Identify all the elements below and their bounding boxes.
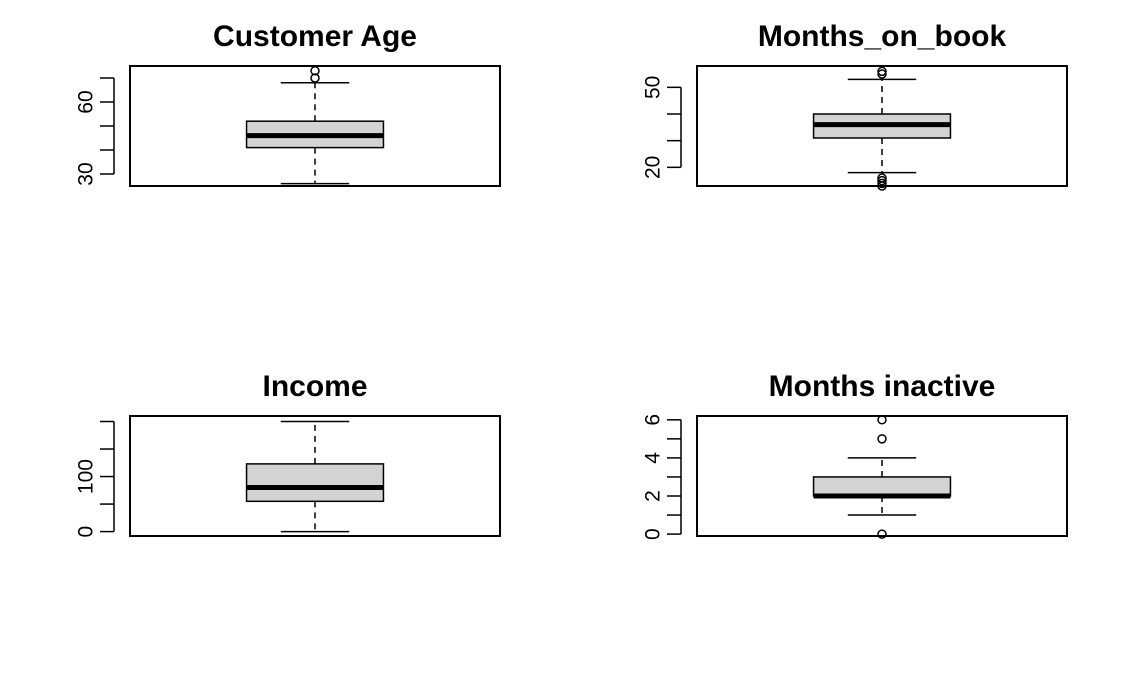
y-tick-label: 60 [75,90,98,113]
outlier-point [877,175,887,186]
outlier-point [877,66,887,77]
outlier-point [877,529,887,539]
outlier-point [310,73,320,83]
panel-title: Months_on_book [758,20,1007,53]
boxplot-panel-1: Customer Age 30 60 [75,20,501,187]
y-tick-label: 100 [75,459,98,494]
outlier-point [877,178,887,189]
plot-frame [129,65,501,187]
y-tick-label: 50 [642,76,665,99]
y-tick-label: 0 [75,526,98,538]
plot-frame [696,65,1068,187]
panel-title: Customer Age [213,20,417,53]
outlier-point [877,173,887,183]
iqr-box [812,476,952,497]
plot-frame [129,415,501,537]
y-tick-label: 20 [642,156,665,179]
outlier-point [877,69,887,79]
y-tick-label: 2 [642,490,665,502]
boxplot-panel-2: Months_on_book 20 50 [642,20,1068,191]
y-tick-label: 6 [642,414,665,426]
y-tick-label: 0 [642,528,665,540]
outlier-point [877,415,887,425]
outlier-point [877,434,887,444]
panel-title: Months inactive [769,370,996,403]
boxplot-panel-4: Months inactive 0 2 4 6 [642,370,1068,540]
boxplot-panel-3: Income 0 100 [75,370,501,537]
iqr-box [245,463,385,503]
y-tick-label: 4 [642,452,665,464]
y-tick-label: 30 [75,162,98,185]
outlier-point [310,66,320,76]
panel-title: Income [262,370,367,403]
